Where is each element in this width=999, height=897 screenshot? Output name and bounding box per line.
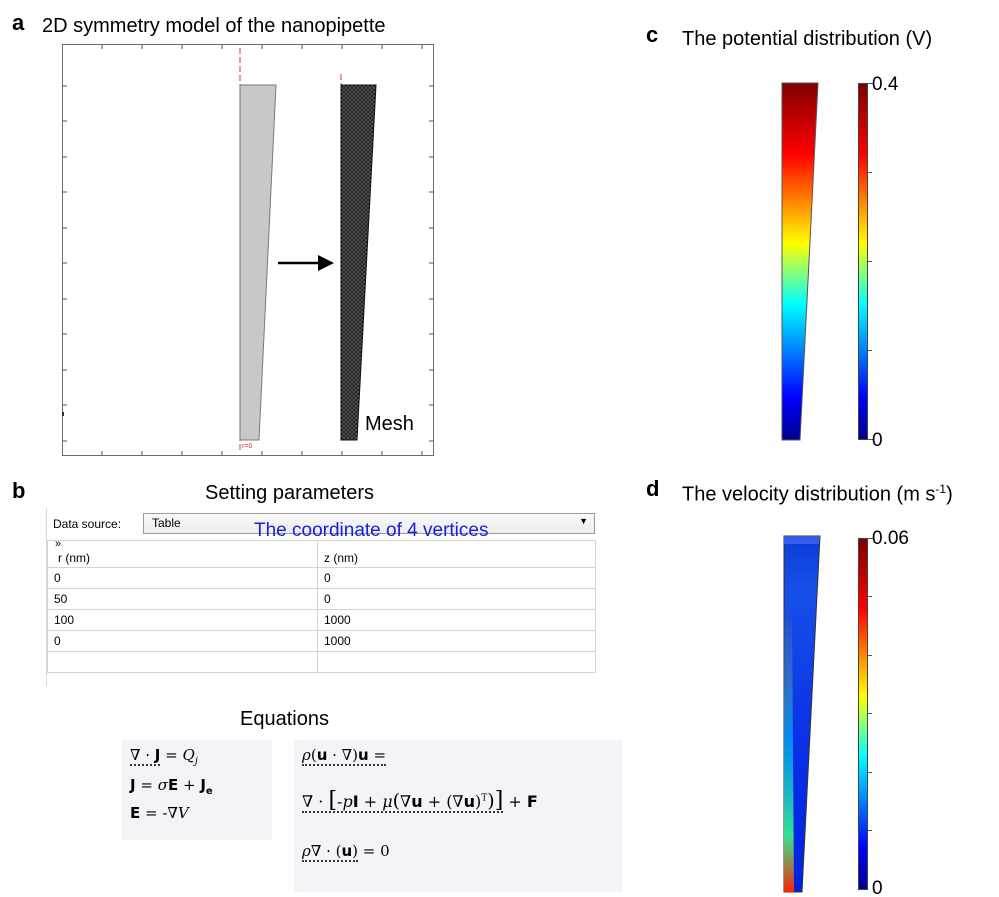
potential-taper-svg: [781, 82, 819, 441]
potential-colorbar-ticks: [868, 83, 874, 440]
equation-charge-conservation: ∇ · J = Qj: [130, 746, 198, 767]
equation-momentum-rhs: ∇ · [-pI + μ(∇u + (∇u)T)] + F: [302, 788, 538, 813]
arrow-head: [318, 255, 334, 271]
column-header-z[interactable]: z (nm): [317, 540, 596, 568]
velocity-taper-svg: [783, 535, 821, 893]
mesh-shape: [340, 84, 377, 441]
table-row[interactable]: [47, 651, 596, 673]
equation-ohm-law: J = σE + Je: [130, 776, 213, 797]
panel-d-label: d: [646, 476, 660, 501]
velocity-colorbar-max: 0.06: [872, 528, 909, 549]
panel-c-label: c: [646, 22, 659, 47]
data-source-label: Data source:: [53, 517, 122, 531]
left-ticks: [62, 85, 67, 442]
right-ticks: [429, 85, 434, 442]
table-row[interactable]: 100 1000: [47, 609, 596, 631]
panel-b-label: b: [12, 478, 26, 503]
panel-b-title: Setting parameters: [205, 482, 374, 504]
velocity-colorbar: [858, 538, 868, 890]
data-source-select[interactable]: Table ▼: [143, 513, 595, 534]
model-plot-svg: [61, 44, 434, 460]
equations-right-box: ρ(u · ∇)u = ∇ · [-pI + μ(∇u + (∇u)T)] + …: [294, 740, 622, 892]
bottom-ticks: [61, 451, 423, 460]
panel-a-label: a: [12, 10, 25, 35]
panel-a-title: 2D symmetry model of the nanopipette: [42, 15, 386, 37]
potential-taper-shape: [781, 82, 819, 441]
velocity-colorbar-min: 0: [872, 878, 883, 897]
panel-c-title: The potential distribution (V): [682, 28, 933, 50]
equation-field: E = -∇V: [130, 804, 189, 822]
table-row[interactable]: 50 0: [47, 588, 596, 610]
top-ticks: [101, 44, 423, 49]
potential-colorbar-max: 0.4: [872, 74, 899, 95]
column-header-r[interactable]: » r (nm): [47, 538, 318, 568]
equation-momentum-lhs: ρ(u · ∇)u =: [302, 746, 387, 766]
sort-icon: »: [55, 538, 62, 550]
axis-marker-label: r=0: [242, 443, 253, 450]
mesh-label: Mesh: [365, 413, 414, 435]
equations-title: Equations: [240, 708, 329, 730]
panel-d-title: The velocity distribution (m s-1): [682, 482, 953, 506]
potential-colorbar: [858, 83, 868, 440]
model-plot-area: r=0 Mesh: [61, 44, 434, 460]
vertices-overlay-note: The coordinate of 4 vertices: [254, 520, 489, 541]
table-row[interactable]: 0 1000: [47, 630, 596, 652]
chevron-down-icon: ▼: [579, 516, 588, 526]
potential-colorbar-min: 0: [872, 430, 883, 451]
velocity-colorbar-ticks: [868, 538, 874, 890]
equation-continuity: ρ∇ · (u) = 0: [302, 842, 390, 862]
velocity-core-flow: [784, 610, 794, 892]
equations-left-box: ∇ · J = Qj J = σE + Je E = -∇V: [122, 740, 272, 840]
data-source-value: Table: [152, 516, 181, 530]
geometry-shape: [239, 84, 277, 441]
